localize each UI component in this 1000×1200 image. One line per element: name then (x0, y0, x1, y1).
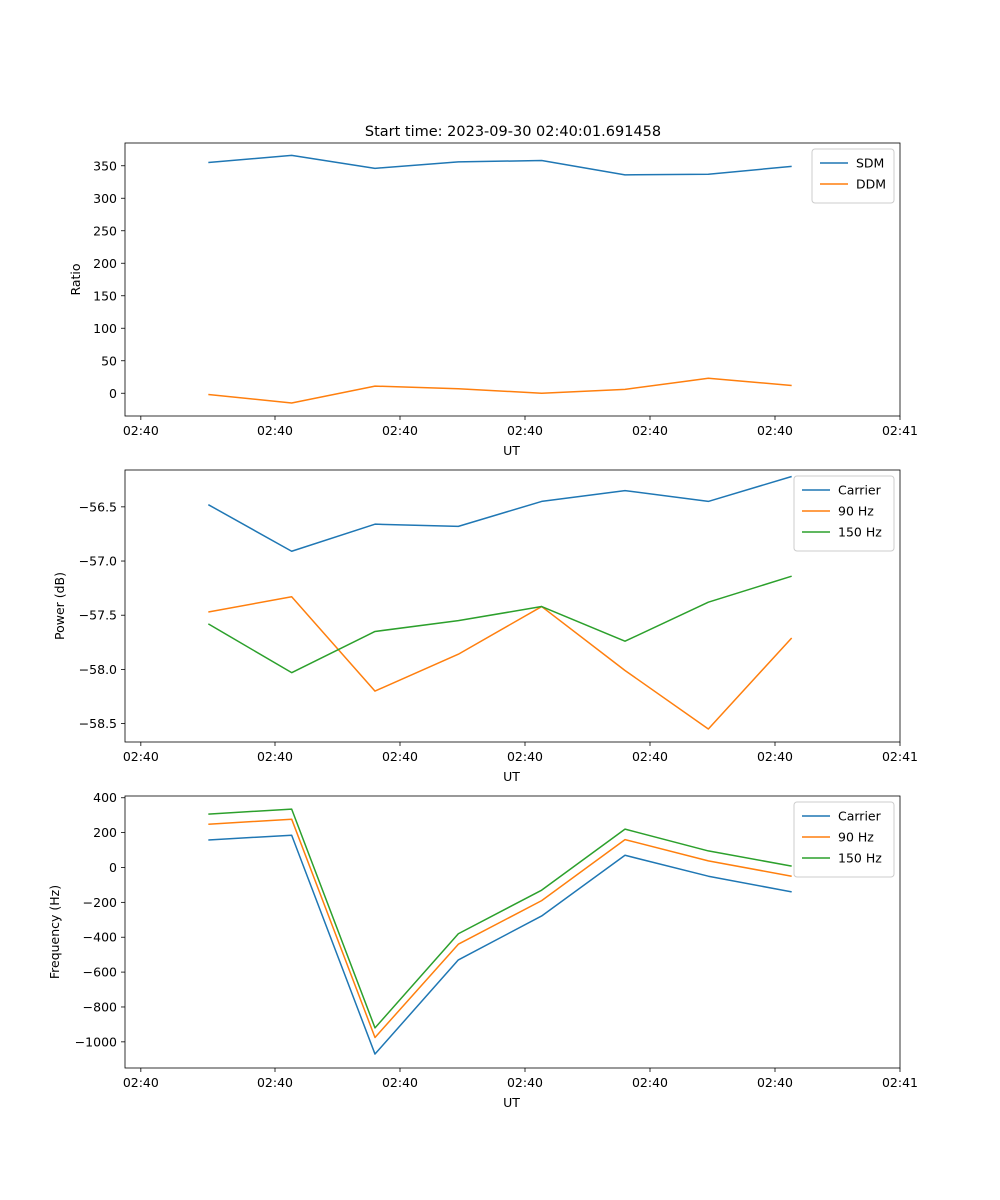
power-legend-label-carrier: Carrier (838, 483, 882, 498)
frequency-y-tick-label: −600 (83, 965, 117, 980)
power-y-tick-label: −57.5 (79, 608, 117, 623)
ratio-x-tick-label: 02:40 (257, 423, 293, 438)
frequency-x-tick-label: 02:40 (382, 1075, 418, 1090)
frequency-legend-label-150-hz: 150 Hz (838, 851, 882, 866)
ratio-series-sdm-line (208, 154, 792, 176)
ratio-y-tick-label: 300 (93, 191, 117, 206)
ratio-series-ddm-line (208, 377, 792, 404)
frequency-x-tick-label: 02:40 (757, 1075, 793, 1090)
frequency-y-tick-label: 200 (93, 825, 117, 840)
power-legend-label-150-hz: 150 Hz (838, 525, 882, 540)
ratio-y-tick-label: 100 (93, 321, 117, 336)
power-y-tick-label: −56.5 (79, 499, 117, 514)
power-axes-frame (124, 469, 901, 743)
ratio-x-tick-label: 02:41 (882, 423, 918, 438)
frequency-series-150-hz-line (208, 808, 792, 1029)
frequency-legend-label-carrier: Carrier (838, 809, 882, 824)
ratio-legend-label-ddm: DDM (856, 177, 886, 192)
power-x-tick-label: 02:40 (757, 749, 793, 764)
ratio-x-tick-label: 02:40 (123, 423, 159, 438)
power-panel: 02:40 02:40 02:40 02:40 02:40 02:40 02:41 −56.5… (52, 469, 918, 784)
power-series-90-hz-line (208, 596, 793, 730)
ratio-x-tick-label: 02:40 (632, 423, 668, 438)
frequency-axes-frame (124, 795, 901, 1069)
power-y-tick-label: −57.0 (79, 554, 117, 569)
figure-title: Start time: 2023-09-30 02:40:01.691458 (365, 124, 661, 140)
ratio-legend-label-sdm: SDM (856, 156, 884, 171)
power-x-tick-label: 02:41 (882, 749, 918, 764)
frequency-y-tick-label: −400 (83, 930, 117, 945)
power-series-150-hz-line (207, 575, 792, 674)
power-x-tick-label: 02:40 (123, 749, 159, 764)
ratio-x-tick-label: 02:40 (382, 423, 418, 438)
power-x-tick-label: 02:40 (382, 749, 418, 764)
ratio-y-tick-label: 250 (93, 223, 117, 238)
power-x-tick-label: 02:40 (632, 749, 668, 764)
frequency-y-tick-label: −800 (83, 999, 117, 1014)
frequency-series-90-hz-line (208, 818, 792, 1039)
ratio-x-tick-label: 02:40 (507, 423, 543, 438)
ratio-axes-frame (124, 142, 901, 417)
frequency-y-tick-label: −200 (83, 895, 117, 910)
ratio-y-axis-label: Ratio (68, 263, 83, 295)
frequency-x-tick-label: 02:40 (257, 1075, 293, 1090)
ratio-y-tick-label: 150 (93, 288, 117, 303)
frequency-legend: Carrier 90 Hz 150 Hz (793, 801, 895, 878)
power-legend-label-90-hz: 90 Hz (838, 504, 874, 519)
frequency-x-tick-label: 02:40 (123, 1075, 159, 1090)
frequency-y-axis-label: Frequency (Hz) (47, 885, 62, 979)
frequency-x-tick-label: 02:40 (507, 1075, 543, 1090)
ratio-y-tick-label: 50 (101, 353, 117, 368)
ratio-x-axis-label: UT (503, 443, 520, 458)
frequency-x-tick-label: 02:41 (882, 1075, 918, 1090)
frequency-x-axis-label: UT (503, 1095, 520, 1110)
power-series-carrier-line (207, 475, 792, 553)
frequency-panel: 02:40 02:40 02:40 02:40 02:40 02:40 02:41 400 20… (47, 790, 918, 1110)
frequency-series-carrier-line (208, 834, 792, 1055)
ratio-legend: SDM DDM (811, 148, 895, 204)
power-legend: Carrier 90 Hz 150 Hz (793, 475, 895, 552)
frequency-y-tick-label: 400 (93, 790, 117, 805)
ratio-y-tick-label: 350 (93, 158, 117, 173)
power-x-axis-label: UT (503, 769, 520, 784)
frequency-y-tick-label: 0 (109, 860, 117, 875)
ratio-panel: 02:40 02:40 02:40 02:40 02:40 02:40 02:41 0 50 10… (68, 142, 918, 458)
ratio-y-tick-label: 0 (109, 386, 117, 401)
frequency-y-tick-label: −1000 (75, 1034, 117, 1049)
power-y-tick-label: −58.5 (79, 716, 117, 731)
power-x-tick-label: 02:40 (507, 749, 543, 764)
frequency-x-tick-label: 02:40 (632, 1075, 668, 1090)
ratio-x-tick-label: 02:40 (757, 423, 793, 438)
power-y-tick-label: −58.0 (79, 662, 117, 677)
power-x-tick-label: 02:40 (257, 749, 293, 764)
ratio-y-tick-label: 200 (93, 256, 117, 271)
power-y-axis-label: Power (dB) (52, 572, 67, 640)
frequency-legend-label-90-hz: 90 Hz (838, 830, 874, 845)
